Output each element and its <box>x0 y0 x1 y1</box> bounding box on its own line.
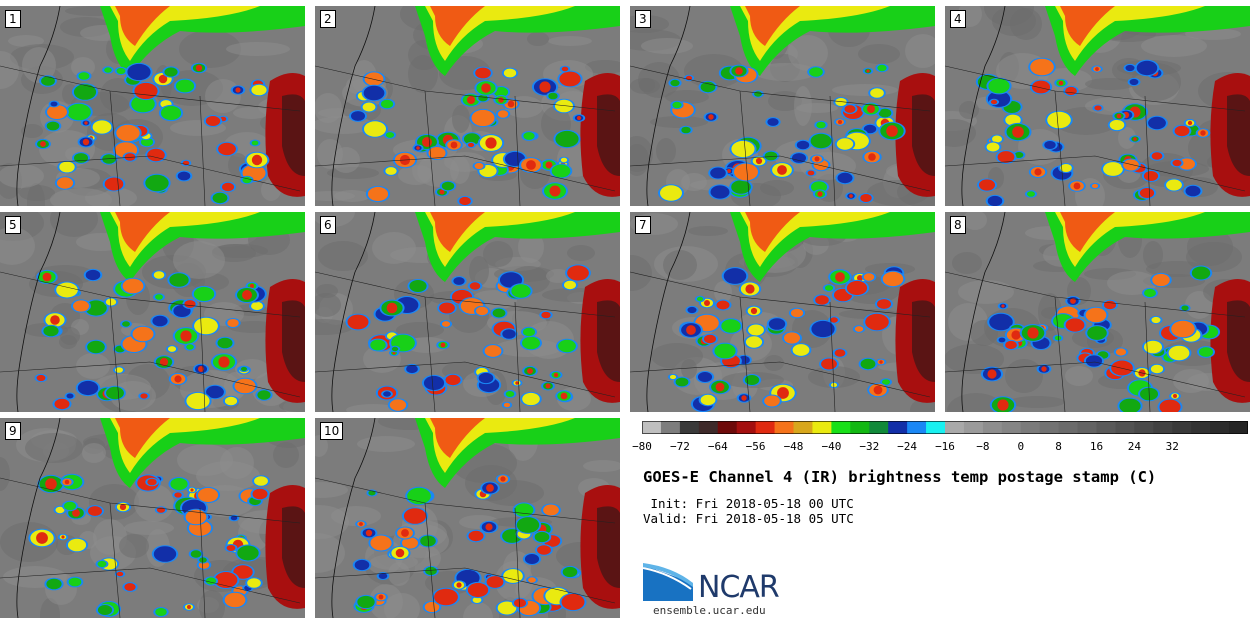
panel-number: 3 <box>635 10 651 28</box>
ir-satellite-map <box>0 6 305 206</box>
colorbar-swatch <box>907 421 927 434</box>
init-time: Init: Fri 2018-05-18 00 UTC <box>643 496 854 511</box>
valid-time: Valid: Fri 2018-05-18 05 UTC <box>643 511 854 526</box>
colorbar-swatch <box>736 421 757 434</box>
colorbar-swatch <box>774 421 794 434</box>
panel-number: 8 <box>950 216 966 234</box>
colorbar-swatch <box>1191 421 1211 434</box>
colorbar-swatch <box>869 421 889 434</box>
panel-number: 9 <box>5 422 21 440</box>
colorbar-swatch <box>717 421 738 434</box>
colorbar-tick-label: 24 <box>1127 440 1142 453</box>
colorbar-tick-label: −80 <box>632 440 652 453</box>
colorbar-swatch <box>963 421 984 434</box>
ncar-logo-text: NCAR <box>698 570 780 605</box>
panel-number: 5 <box>5 216 21 234</box>
colorbar-swatch <box>793 421 813 434</box>
colorbar-swatch <box>1001 421 1022 434</box>
colorbar-swatch <box>679 421 700 434</box>
colorbar-swatch <box>698 421 719 434</box>
ir-satellite-map <box>315 418 620 618</box>
logo-url: ensemble.ucar.edu <box>653 604 766 617</box>
panel-number: 4 <box>950 10 966 28</box>
colorbar-swatch <box>1153 421 1173 434</box>
colorbar-swatch <box>831 421 851 434</box>
ir-satellite-map <box>630 6 935 206</box>
colorbar-tick-label: 32 <box>1165 440 1179 453</box>
colorbar-tick-label: −64 <box>707 440 728 453</box>
map-panel-1: 1 <box>0 6 305 206</box>
colorbar-swatch <box>945 421 965 434</box>
colorbar-tick-label: −32 <box>859 440 880 453</box>
ir-satellite-map <box>0 212 305 412</box>
colorbar-swatch <box>888 421 908 434</box>
colorbar-swatch <box>1229 421 1248 434</box>
ir-satellite-map <box>315 212 620 412</box>
colorbar-tick-label: −40 <box>821 440 842 453</box>
ir-satellite-map <box>630 212 935 412</box>
colorbar-tick-label: 8 <box>1055 440 1062 453</box>
colorbar-swatch <box>1039 421 1060 434</box>
ncar-logo-icon <box>643 563 693 601</box>
colorbar-tick-label: −48 <box>783 440 804 453</box>
colorbar-swatch <box>1096 421 1116 434</box>
colorbar-tick-label: −16 <box>935 440 955 453</box>
ir-satellite-map <box>315 6 620 206</box>
figure-title: GOES-E Channel 4 (IR) brightness temp po… <box>643 468 1157 486</box>
colorbar-swatch <box>1210 421 1230 434</box>
colorbar-swatch <box>1020 421 1041 434</box>
map-panel-4: 4 <box>945 6 1250 206</box>
panel-number: 7 <box>635 216 651 234</box>
colorbar-swatch <box>1058 421 1079 434</box>
colorbar-swatch <box>926 421 946 434</box>
colorbar-swatch <box>850 421 870 434</box>
colorbar-swatch <box>1077 421 1097 434</box>
map-panel-8: 8 <box>945 212 1250 412</box>
colorbar-tick-label: −24 <box>897 440 918 453</box>
colorbar-swatch <box>755 421 776 434</box>
colorbar-tick-label: −8 <box>976 440 990 453</box>
colorbar-swatch <box>1172 421 1192 434</box>
panel-number: 10 <box>320 422 344 440</box>
panel-number: 6 <box>320 216 336 234</box>
panel-number: 1 <box>5 10 21 28</box>
ir-satellite-map <box>945 6 1250 206</box>
colorbar-swatch <box>1115 421 1135 434</box>
colorbar-tick-label: −56 <box>745 440 766 453</box>
ir-satellite-map <box>945 212 1250 412</box>
panel-number: 2 <box>320 10 336 28</box>
ir-satellite-map <box>0 418 305 618</box>
map-panel-3: 3 <box>630 6 935 206</box>
map-panel-2: 2 <box>315 6 620 206</box>
colorbar-tick-label: −72 <box>669 440 690 453</box>
colorbar-tick-label: 0 <box>1017 440 1025 453</box>
colorbar-swatch <box>660 421 681 434</box>
temperature-colorbar <box>642 421 1248 434</box>
map-panel-9: 9 <box>0 418 305 618</box>
colorbar-swatch <box>982 421 1003 434</box>
map-panel-6: 6 <box>315 212 620 412</box>
colorbar-swatch <box>1134 421 1154 434</box>
map-panel-5: 5 <box>0 212 305 412</box>
colorbar-swatch <box>642 421 662 434</box>
map-panel-10: 10 <box>315 418 620 618</box>
colorbar-swatch <box>812 421 832 434</box>
colorbar-tick-label: 16 <box>1089 440 1104 453</box>
map-panel-7: 7 <box>630 212 935 412</box>
